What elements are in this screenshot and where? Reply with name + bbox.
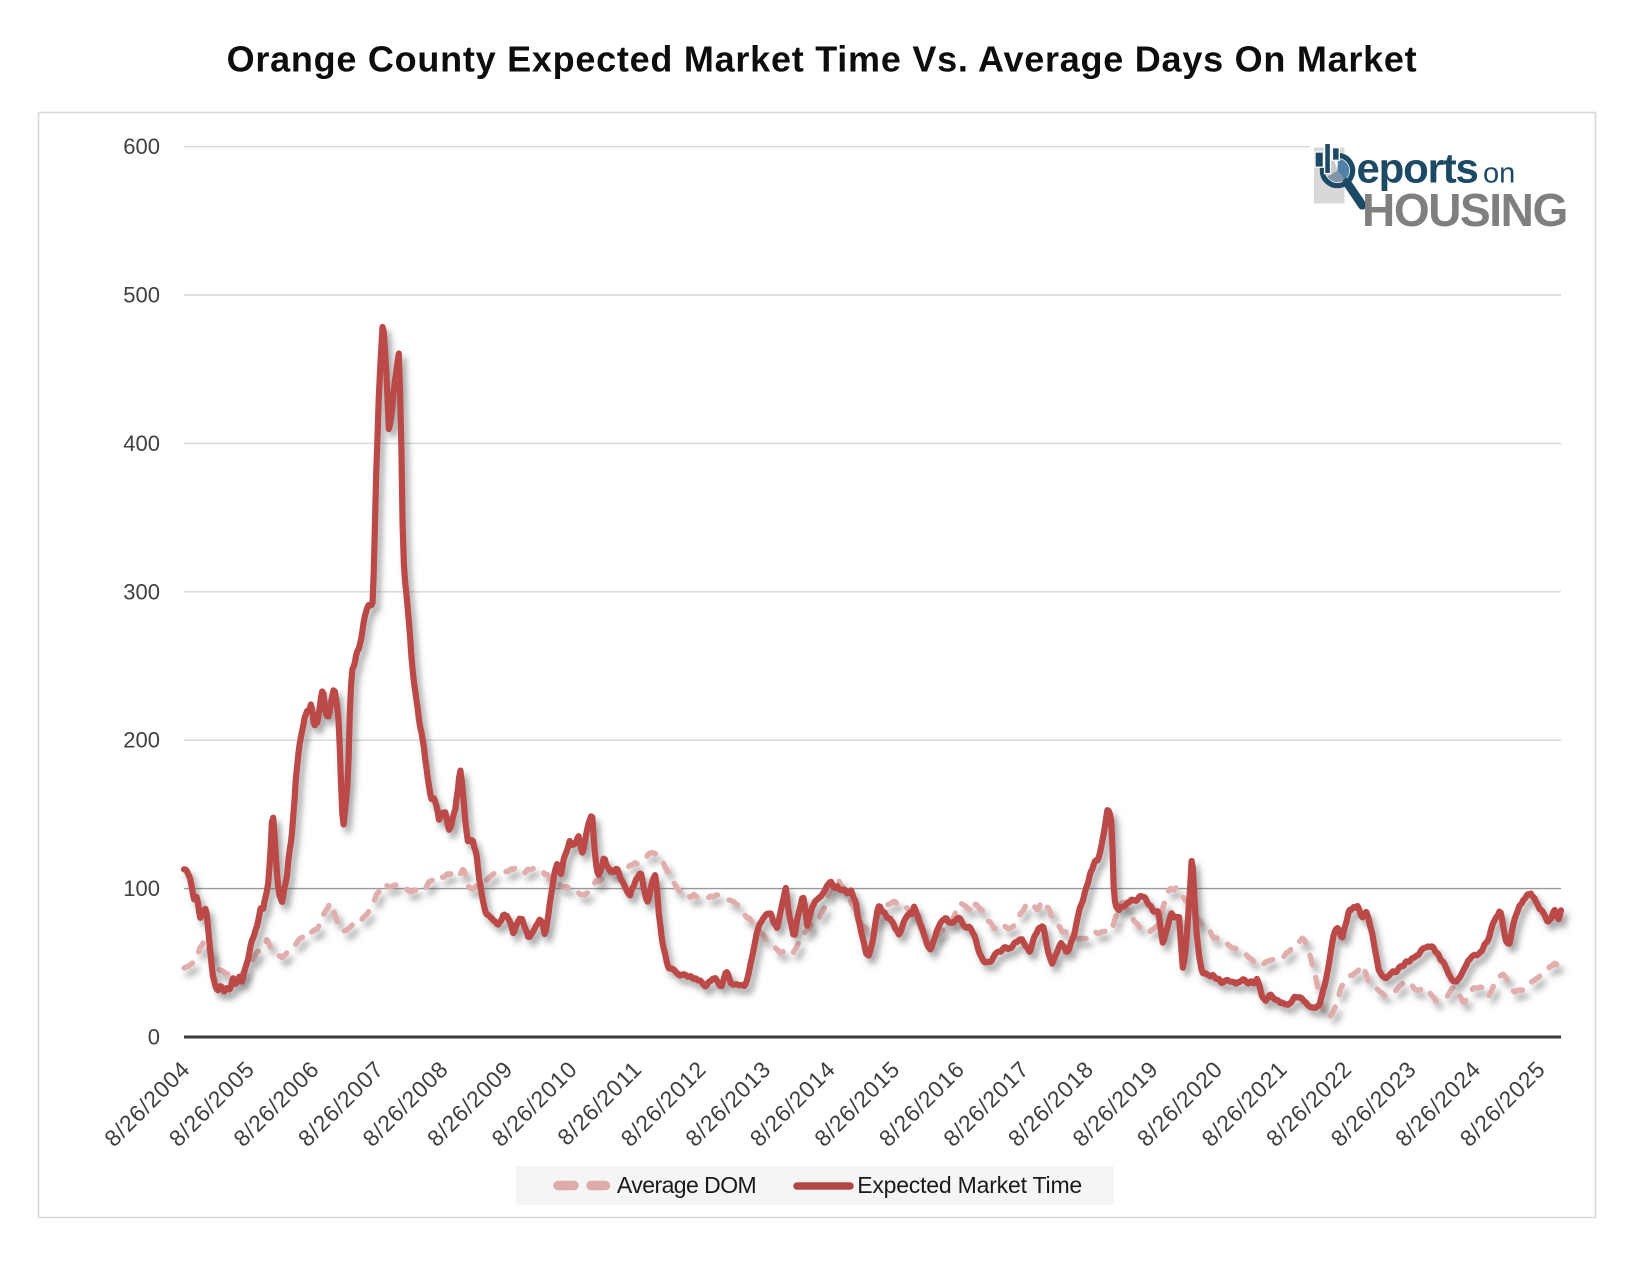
svg-text:300: 300 — [123, 579, 160, 604]
svg-text:on: on — [1483, 158, 1515, 190]
svg-text:100: 100 — [123, 876, 160, 901]
svg-text:Expected Market Time: Expected Market Time — [857, 1172, 1082, 1198]
svg-text:600: 600 — [123, 134, 160, 159]
svg-text:200: 200 — [123, 728, 160, 753]
svg-text:Orange County Expected Market: Orange County Expected Market Time Vs. A… — [227, 39, 1418, 80]
svg-text:0: 0 — [148, 1025, 160, 1050]
svg-text:500: 500 — [123, 283, 160, 308]
svg-text:HOUSING: HOUSING — [1362, 184, 1567, 236]
svg-text:eports: eports — [1357, 145, 1478, 192]
svg-text:400: 400 — [123, 431, 160, 456]
svg-text:Average DOM: Average DOM — [617, 1172, 756, 1198]
